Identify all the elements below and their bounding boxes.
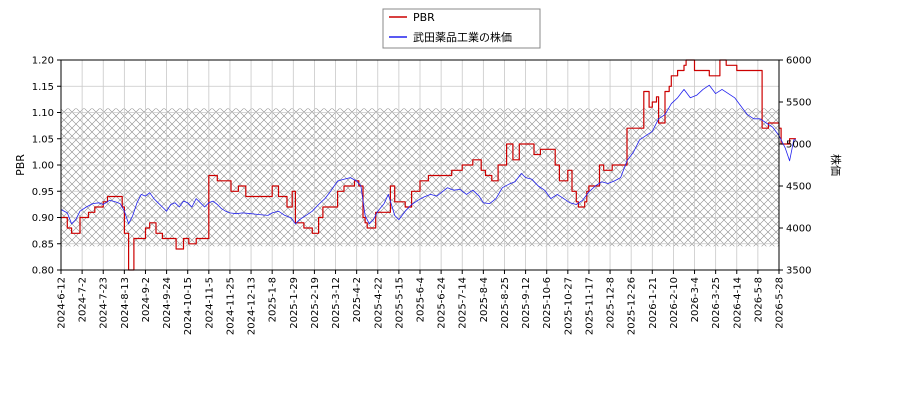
x-tick-label: 2026-4-14 bbox=[732, 277, 743, 329]
x-tick-label: 2026-1-21 bbox=[648, 277, 659, 329]
x-tick-label: 2025-1-8 bbox=[268, 277, 279, 322]
x-tick-label: 2025-12-26 bbox=[627, 277, 638, 335]
pbr-series-line bbox=[61, 59, 796, 271]
x-tick-label: 2025-10-27 bbox=[563, 277, 574, 335]
left-tick-label: 1.00 bbox=[32, 161, 54, 172]
x-tick-label: 2025-7-14 bbox=[458, 277, 469, 329]
x-tick-label: 2024-10-15 bbox=[183, 277, 194, 335]
left-tick-label: 1.20 bbox=[32, 56, 54, 67]
left-tick-label: 0.90 bbox=[32, 213, 54, 224]
series-lines bbox=[60, 59, 796, 271]
x-tick-label: 2025-9-12 bbox=[521, 277, 532, 329]
x-tick-label: 2025-12-8 bbox=[606, 277, 617, 329]
x-tick-label: 2025-6-24 bbox=[437, 277, 448, 329]
x-tick-label: 2025-4-22 bbox=[373, 277, 384, 329]
x-tick-label: 2024-7-2 bbox=[78, 277, 89, 322]
x-tick-label: 2024-8-13 bbox=[120, 277, 131, 329]
right-tick-label: 5000 bbox=[786, 140, 811, 151]
x-tick-label: 2026-2-10 bbox=[669, 277, 680, 329]
right-axis-ticks: 3500 4000 4500 5000 5500 6000 bbox=[779, 56, 811, 277]
right-tick-label: 4000 bbox=[786, 224, 811, 235]
x-tick-label: 2024-6-12 bbox=[57, 277, 68, 329]
x-tick-label: 2026-3-25 bbox=[711, 277, 722, 329]
x-tick-label: 2025-4-2 bbox=[352, 277, 363, 322]
left-tick-label: 1.05 bbox=[32, 134, 54, 145]
x-tick-label: 2025-10-6 bbox=[542, 277, 553, 329]
right-tick-label: 4500 bbox=[786, 182, 811, 193]
left-axis-label: PBR bbox=[14, 154, 27, 176]
right-tick-label: 3500 bbox=[786, 266, 811, 277]
legend: PBR 武田薬品工業の株価 bbox=[382, 8, 541, 49]
right-axis-label: 株価 bbox=[829, 154, 843, 176]
legend-label-pbr: PBR bbox=[413, 11, 435, 24]
stock-price-series-line bbox=[60, 84, 796, 225]
right-tick-label: 5500 bbox=[786, 98, 811, 109]
x-tick-label: 2024-12-13 bbox=[247, 277, 258, 335]
x-axis-ticks: 2024-6-12 2024-7-2 2024-7-23 2024-8-13 2024-… bbox=[57, 270, 786, 335]
left-tick-label: 1.10 bbox=[32, 108, 54, 119]
x-tick-label: 2026-5-8 bbox=[753, 277, 764, 322]
left-tick-label: 0.80 bbox=[32, 266, 54, 277]
x-tick-label: 2024-11-5 bbox=[204, 277, 215, 329]
x-tick-label: 2025-5-15 bbox=[394, 277, 405, 329]
x-tick-label: 2026-5-28 bbox=[775, 277, 786, 329]
x-tick-label: 2025-8-25 bbox=[500, 277, 511, 329]
left-axis-ticks: 0.80 0.85 0.90 0.95 1.00 1.05 1.10 1.15 1.20 bbox=[32, 56, 61, 277]
left-tick-label: 0.95 bbox=[32, 187, 54, 198]
x-tick-label: 2025-2-19 bbox=[310, 277, 321, 329]
right-tick-label: 6000 bbox=[786, 56, 811, 67]
x-tick-label: 2024-11-25 bbox=[225, 277, 236, 335]
x-tick-label: 2024-9-24 bbox=[162, 277, 173, 329]
left-tick-label: 0.85 bbox=[32, 239, 54, 250]
x-tick-label: 2024-9-2 bbox=[141, 277, 152, 322]
x-tick-label: 2025-8-4 bbox=[479, 277, 490, 322]
x-tick-label: 2025-1-29 bbox=[289, 277, 300, 329]
x-tick-label: 2024-7-23 bbox=[99, 277, 110, 329]
left-tick-label: 1.15 bbox=[32, 82, 54, 93]
legend-label-price: 武田薬品工業の株価 bbox=[413, 30, 512, 44]
x-tick-label: 2025-11-17 bbox=[584, 277, 595, 335]
x-tick-label: 2025-6-4 bbox=[416, 277, 427, 322]
x-tick-label: 2026-3-4 bbox=[690, 277, 701, 322]
x-tick-label: 2025-3-12 bbox=[331, 277, 342, 329]
